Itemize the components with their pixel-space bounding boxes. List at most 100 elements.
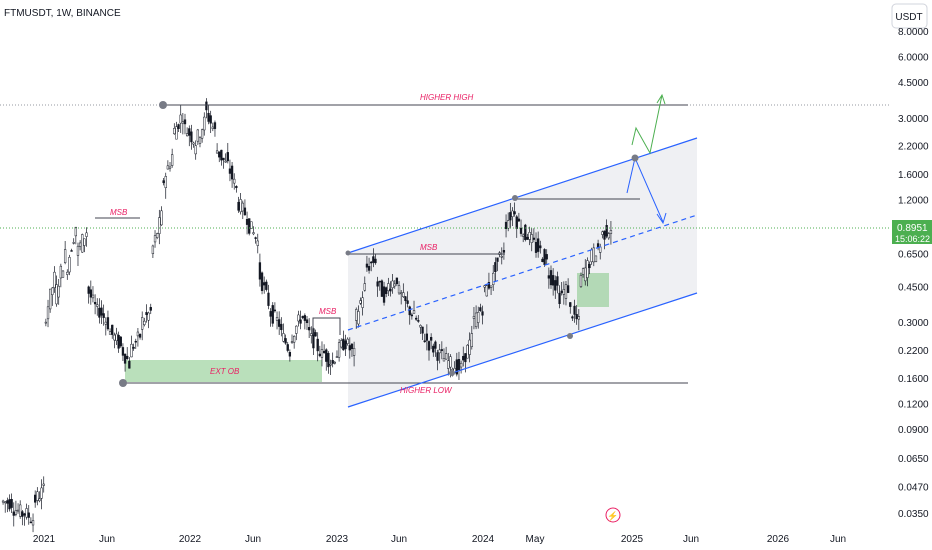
candle-body	[222, 157, 225, 161]
chart-title: FTMUSDT, 1W, BINANCE	[4, 8, 121, 19]
candle-body	[106, 317, 110, 330]
candle-body	[385, 287, 388, 294]
candle-body	[252, 232, 255, 235]
candle-body	[254, 237, 257, 239]
candle-body	[395, 277, 399, 285]
y-tick-label: 0.4500	[898, 282, 929, 293]
candle-body	[226, 152, 229, 162]
msb-line-2	[312, 317, 341, 335]
ext-ob-label: EXT OB	[210, 367, 240, 376]
candle-body	[447, 360, 450, 369]
candle-body	[363, 283, 366, 291]
candle-body	[78, 242, 82, 247]
candle-body	[417, 320, 420, 322]
candle-body	[117, 334, 120, 349]
candle-body	[457, 359, 461, 370]
candle-body	[31, 520, 35, 526]
candle-body	[532, 237, 536, 240]
candle-body	[547, 275, 551, 279]
candle-body	[10, 499, 13, 508]
candle-body	[177, 124, 180, 129]
candle-body	[487, 281, 491, 289]
candle-body	[352, 348, 356, 356]
candle-body	[218, 151, 221, 158]
x-tick-label: Jun	[391, 534, 407, 545]
candle-body	[459, 362, 463, 368]
candle-body	[524, 224, 527, 240]
candle-body	[549, 270, 553, 286]
x-tick-label: Jun	[245, 534, 261, 545]
candle-body	[183, 119, 187, 125]
candle-body	[314, 332, 317, 337]
candle-body	[91, 294, 95, 299]
candle-body	[404, 296, 407, 302]
candle-body	[267, 292, 270, 306]
candle-body	[423, 340, 426, 343]
candle-body	[442, 358, 446, 362]
candle-body	[63, 249, 67, 263]
candle-body	[156, 233, 159, 238]
candle-body	[303, 315, 307, 321]
candle-body	[425, 333, 429, 341]
candle-body	[566, 285, 570, 293]
candle-body	[400, 292, 403, 295]
candle-body	[126, 355, 129, 360]
candle-body	[102, 313, 105, 318]
y-tick-label: 0.6500	[898, 250, 929, 261]
blue-arrowhead	[656, 212, 667, 225]
candle-body	[560, 290, 563, 294]
candle-body	[245, 219, 249, 225]
y-tick-label: 0.0900	[898, 425, 929, 436]
candle-body	[164, 176, 167, 189]
y-tick-label: 1.6000	[898, 170, 929, 181]
candle-body	[207, 112, 210, 122]
candle-body	[260, 272, 264, 291]
y-tick-label: 0.3000	[898, 318, 929, 329]
candle-body	[179, 114, 182, 124]
candle-body	[387, 283, 390, 291]
candle-body	[556, 276, 559, 286]
candle-body	[562, 289, 565, 295]
candle-body	[440, 349, 443, 351]
y-tick-label: 1.2000	[898, 195, 929, 206]
candle-body	[594, 255, 598, 263]
candle-body	[171, 154, 174, 166]
candle-body	[472, 316, 476, 319]
candle-body	[592, 247, 595, 263]
candle-body	[166, 165, 170, 170]
bottom-marker	[567, 333, 573, 339]
candle-body	[528, 231, 531, 240]
candle-body	[335, 356, 339, 358]
candle-body	[481, 311, 484, 316]
candle-body	[53, 271, 56, 288]
event-icon[interactable]	[605, 507, 621, 523]
candle-body	[49, 288, 52, 310]
candle-body	[196, 129, 199, 142]
candle-body	[258, 262, 262, 280]
x-tick-label: 2023	[326, 534, 349, 545]
candle-body	[263, 282, 266, 286]
candle-body	[55, 284, 58, 305]
candle-body	[372, 256, 375, 263]
candle-body	[59, 265, 63, 279]
msb-label-1: MSB	[110, 208, 128, 217]
candle-body	[541, 258, 544, 263]
candle-body	[502, 250, 506, 253]
candle-body	[295, 325, 298, 334]
x-tick-label: 2024	[472, 534, 495, 545]
candle-body	[534, 242, 538, 253]
candle-body	[27, 512, 30, 518]
y-tick-label: 0.2200	[898, 346, 929, 357]
candle-body	[194, 145, 197, 155]
candle-body	[42, 483, 45, 486]
candle-body	[496, 257, 499, 262]
y-tick-label: 0.1600	[898, 374, 929, 385]
currency-button[interactable]	[891, 3, 928, 29]
x-tick-label: 2026	[767, 534, 790, 545]
candle-body	[220, 149, 223, 161]
price-tag-value: 0.8951	[897, 223, 928, 234]
candle-body	[325, 349, 328, 362]
candle-body	[145, 312, 148, 315]
candle-body	[213, 122, 217, 129]
